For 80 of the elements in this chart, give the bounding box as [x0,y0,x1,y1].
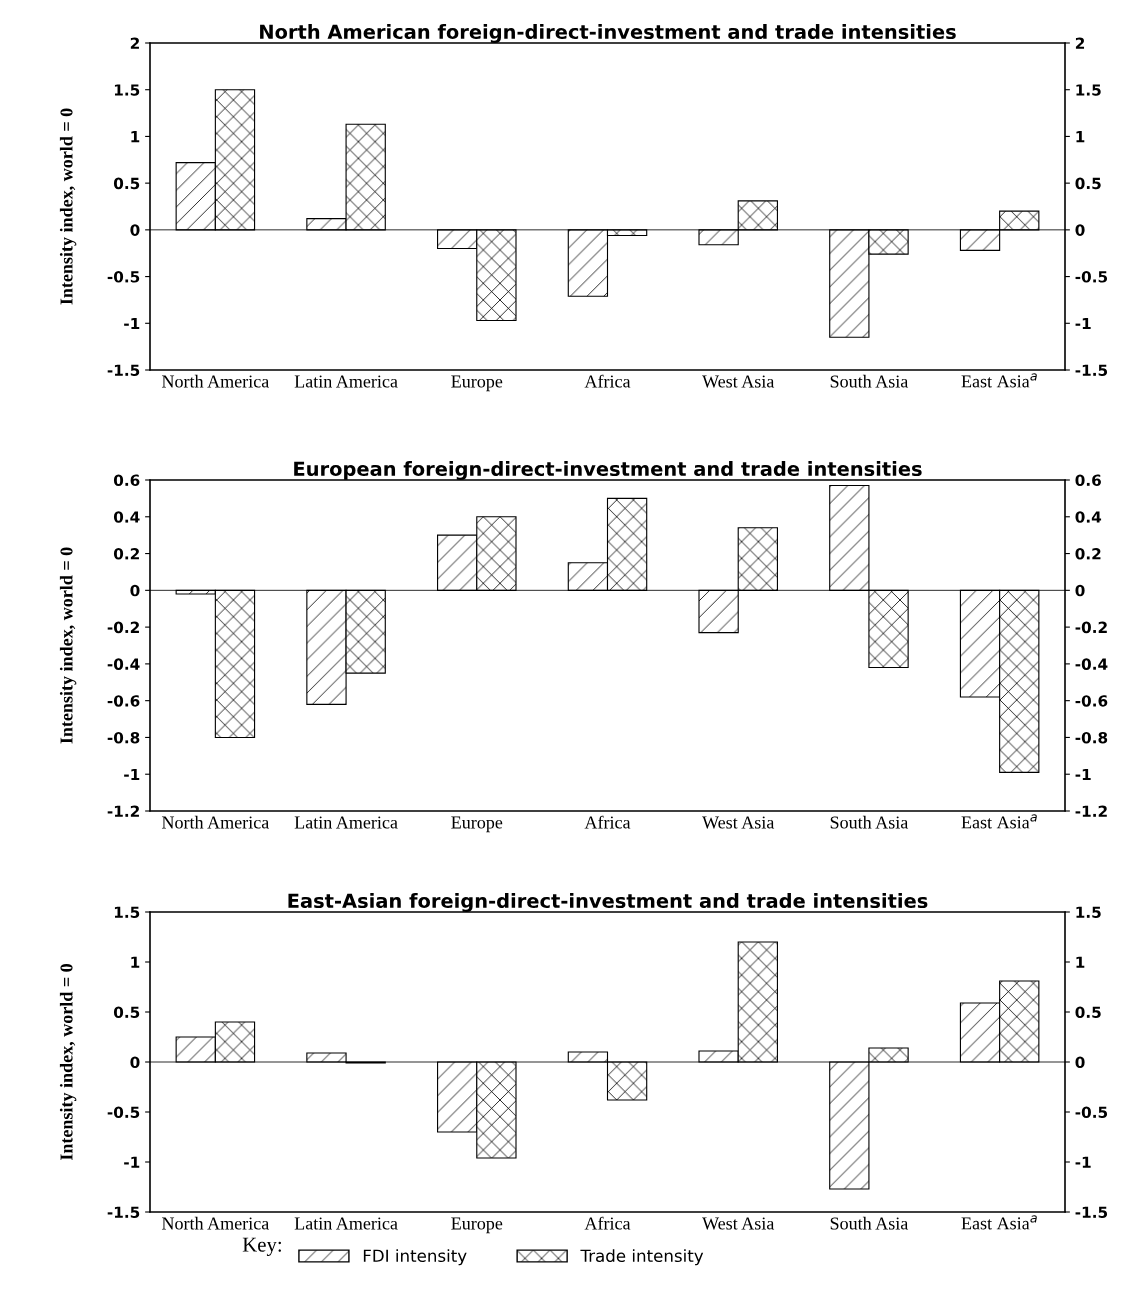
y2-tick-label: -1 [1075,1156,1091,1168]
x-tick-label: North America [161,1216,270,1230]
x-tick-label: Africa [584,815,631,829]
y-tick-label: 1.5 [114,84,140,96]
y2-tick-label: 0 [1075,1056,1085,1069]
x-tick-label: West Asia [702,375,775,388]
y-tick-label: 0.5 [113,177,140,190]
x-tick-label: Europe [451,1217,503,1234]
y-tick-label: -1 [124,1156,140,1168]
y-tick-label: 0.2 [113,548,139,560]
y2-tick-label: 0.4 [1075,511,1102,523]
y-tick-label: -1.5 [107,364,140,377]
x-tick-label: East Asia$^{a}$ [961,814,1037,829]
x-tick-label: Europe [451,816,503,833]
y2-tick-label: 1 [1076,131,1085,143]
y-tick-label: -0.6 [107,695,140,707]
y-tick-label: -1.2 [107,805,139,817]
y2-tick-label: 2 [1075,37,1085,49]
y-tick-label: 0 [130,584,140,597]
y-tick-label: 2 [130,37,139,49]
legend-label: FDI intensity [363,1249,467,1266]
x-tick-label: East Asia$^{a}$ [961,373,1037,388]
x-tick-label: Latin America [294,1217,398,1230]
chart-title: European foreign-direct-investment and trade intensities [294,461,922,480]
legend-title: Key: [242,1237,281,1256]
y2-tick-label: -0.6 [1075,695,1108,707]
y2-tick-label: 1.5 [1076,84,1101,96]
y-tick-label: 0 [130,224,140,236]
y2-tick-label: -0.2 [1075,621,1107,634]
y-axis-title: Intensity index, world = 0 [59,547,77,744]
y-tick-label: -0.8 [107,731,140,744]
y2-tick-label: -1.2 [1075,805,1107,817]
y2-tick-label: 0 [1075,224,1085,236]
y-tick-label: 1 [131,131,140,143]
y2-tick-label: -1.5 [1075,364,1108,377]
y2-tick-label: -0.5 [1075,271,1108,283]
y-tick-label: -1 [124,317,140,330]
x-tick-label: North America [161,374,270,388]
x-tick-label: South Asia [830,374,909,388]
y2-tick-label: 0.5 [1075,1006,1101,1019]
x-tick-label: South Asia [830,815,909,829]
x-tick-label: South Asia [830,1216,909,1230]
y2-tick-label: 0 [1075,584,1085,597]
x-tick-label: Europe [451,375,503,392]
x-tick-label: West Asia [702,816,775,829]
y-tick-label: 0.5 [113,1006,140,1019]
x-tick-label: West Asia [702,1217,775,1230]
x-tick-label: Africa [584,374,631,388]
y-tick-label: -1 [124,768,140,781]
y2-tick-label: 1.5 [1076,906,1101,919]
x-tick-label: Latin America [294,816,398,829]
y2-tick-label: 0.6 [1075,474,1101,487]
y-tick-label: -1.5 [107,1206,140,1219]
y-tick-label: 1.5 [114,906,140,919]
y2-tick-label: -0.5 [1075,1106,1108,1119]
y-tick-label: -0.2 [107,621,139,634]
y-tick-label: 0.6 [113,474,140,487]
y-tick-label: 0.4 [113,511,140,523]
y2-tick-label: 1 [1076,956,1085,968]
chart-title: North American foreign-direct-investment and trade intensities [260,24,956,43]
y2-tick-label: -1 [1075,768,1091,781]
y2-tick-label: 0.2 [1075,548,1101,560]
y-tick-label: 0 [130,1056,140,1069]
y-tick-label: -0.4 [107,658,140,670]
legend-label: Trade intensity [580,1249,704,1266]
y-axis-title: Intensity index, world = 0 [59,108,77,305]
y-axis-title: Intensity index, world = 0 [59,963,77,1161]
y-tick-label: -0.5 [107,271,140,283]
x-tick-label: North America [161,815,270,829]
x-tick-label: East Asia$^{a}$ [961,1215,1037,1230]
chart-title: East-Asian foreign-direct-investment and trade intensities [288,893,928,912]
y-tick-label: 1 [131,956,140,968]
y2-tick-label: -1.5 [1075,1206,1108,1219]
y2-tick-label: -0.4 [1075,658,1108,670]
y-tick-label: -0.5 [107,1106,140,1119]
y2-tick-label: 0.5 [1075,177,1101,190]
y2-tick-label: -0.8 [1075,731,1108,744]
x-tick-label: Africa [584,1216,631,1230]
y2-tick-label: -1 [1075,317,1091,330]
x-tick-label: Latin America [294,375,398,388]
